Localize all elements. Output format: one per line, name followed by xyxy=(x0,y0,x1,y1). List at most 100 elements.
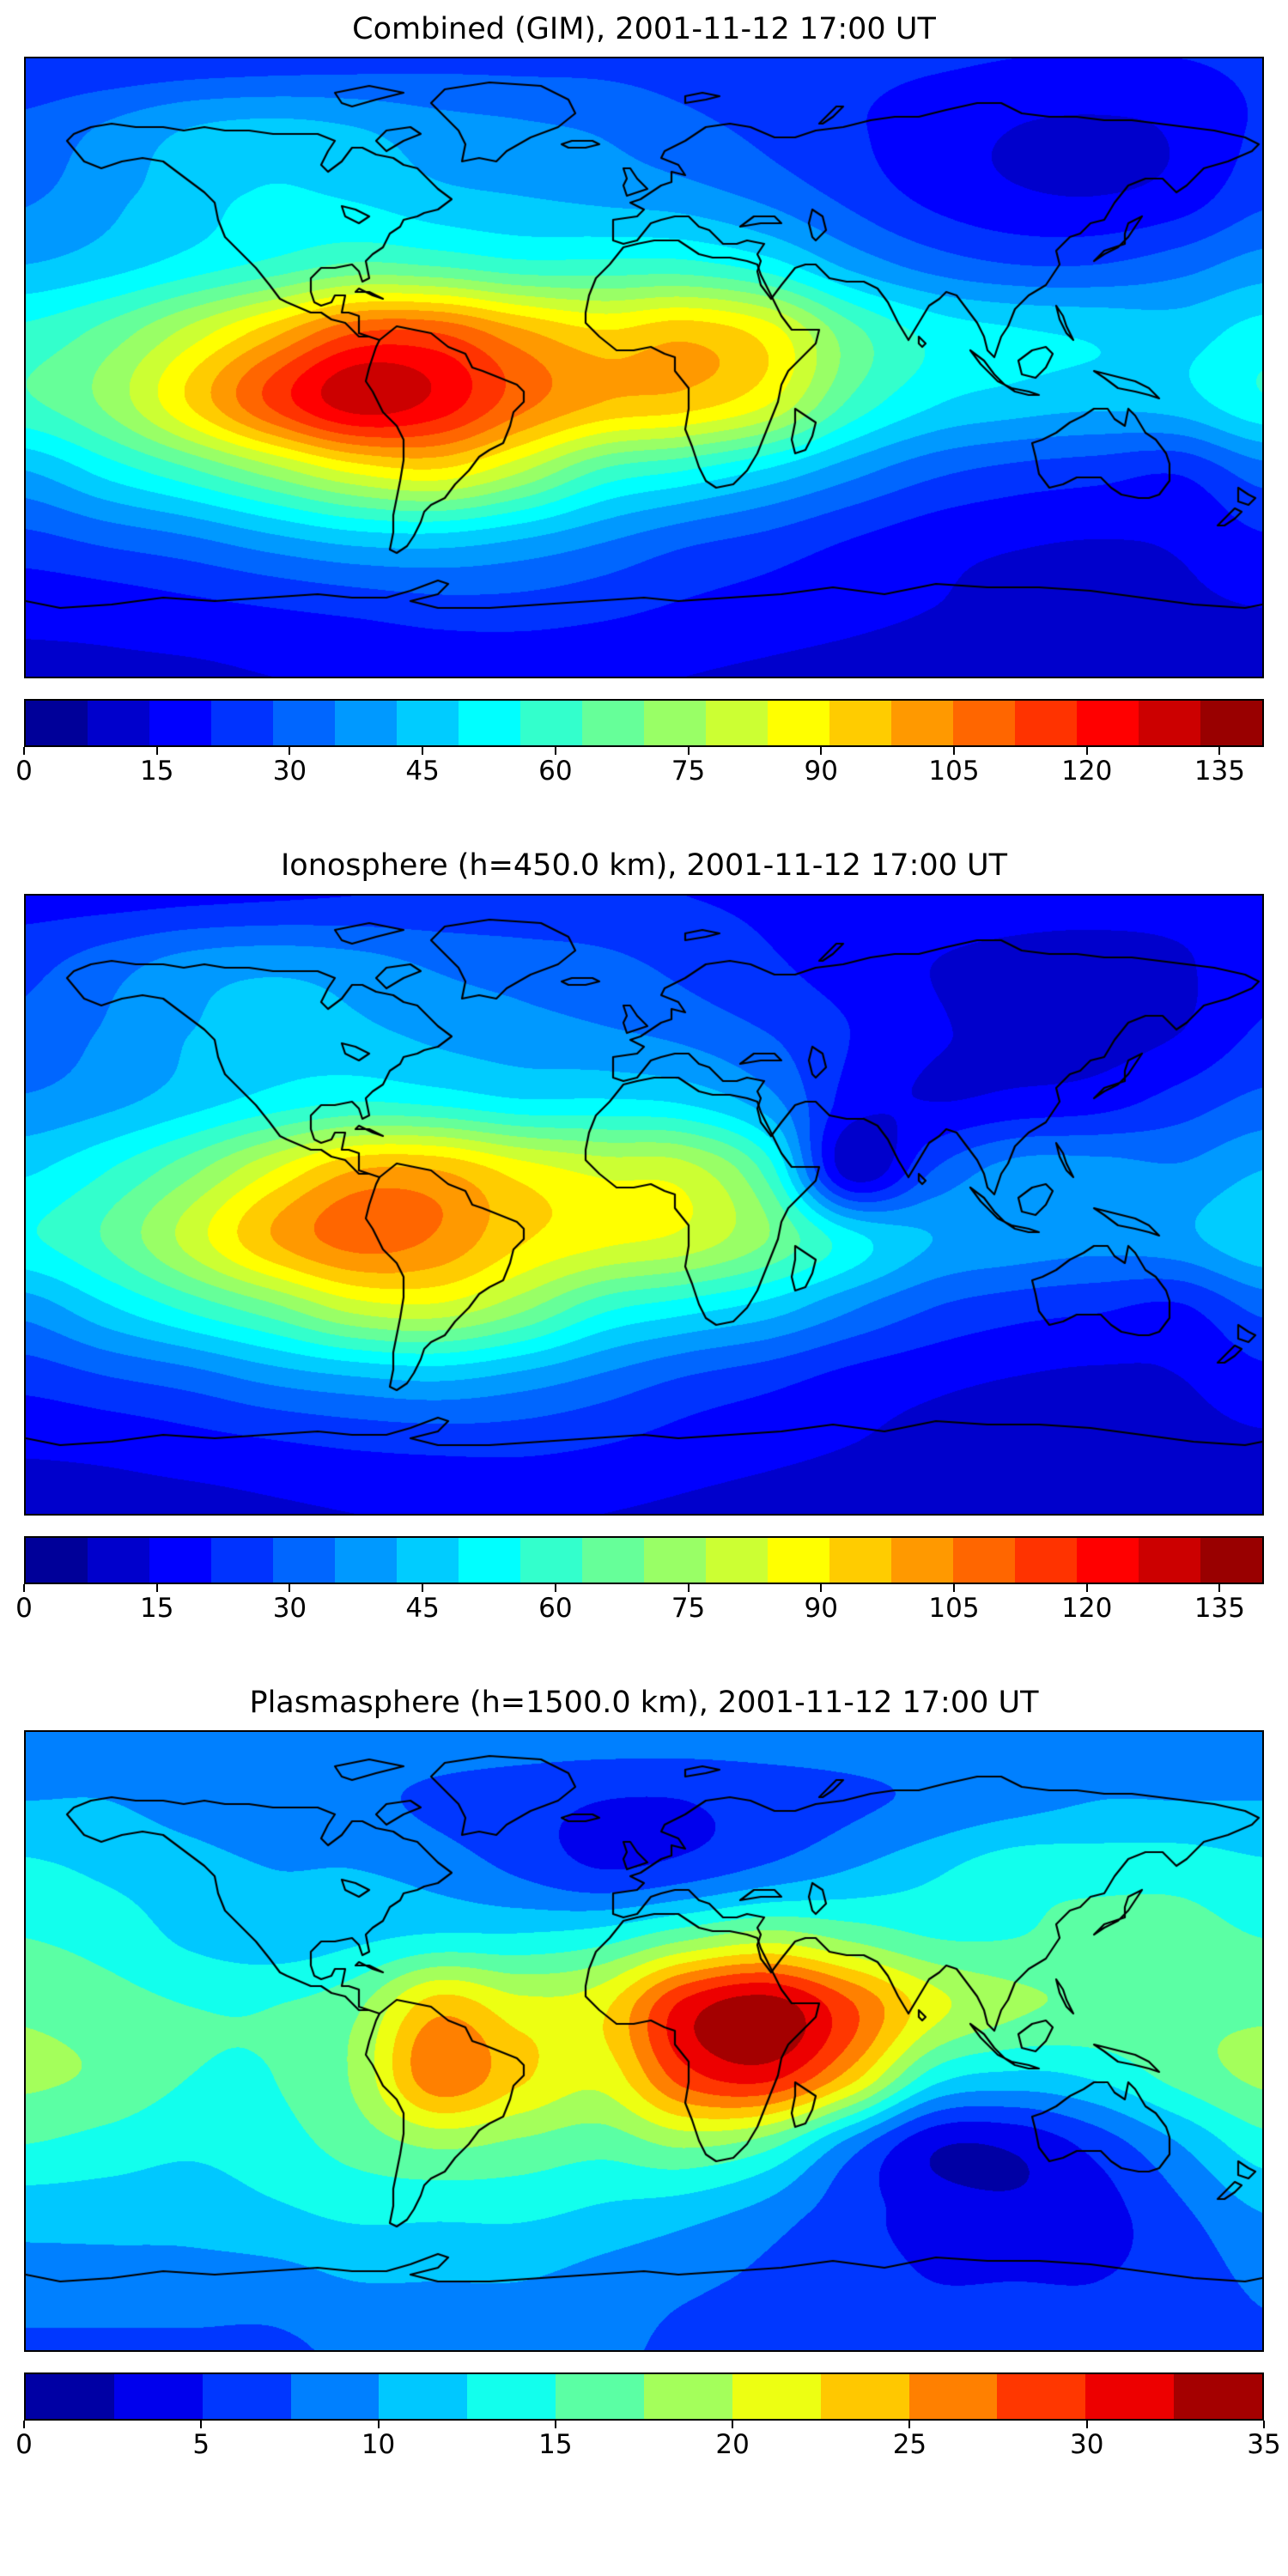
colorbar-band xyxy=(706,701,768,746)
colorbar-band xyxy=(732,2373,821,2419)
colorbar-band xyxy=(953,1537,1015,1583)
colorbar-tick-mark xyxy=(422,747,424,756)
colorbar-tick-mark xyxy=(23,747,25,756)
colorbar-tick-label: 135 xyxy=(1194,1592,1246,1624)
colorbar-tick-mark xyxy=(687,1583,690,1592)
colorbar-band xyxy=(202,2373,291,2419)
colorbar-band xyxy=(1174,2373,1263,2419)
colorbar-tick-label: 20 xyxy=(715,2428,750,2460)
colorbar-tick-label: 105 xyxy=(928,1592,980,1624)
colorbar-tick-mark xyxy=(953,747,955,756)
colorbar-tick-label: 0 xyxy=(15,1592,33,1624)
colorbar-tick-mark xyxy=(732,2420,734,2428)
colorbar-band xyxy=(644,1537,706,1583)
colorbar-tick-mark xyxy=(554,1583,556,1592)
colorbar-tick-label: 75 xyxy=(671,1592,706,1624)
colorbar-band xyxy=(26,1537,88,1583)
colorbar-tick-label: 0 xyxy=(15,2428,33,2460)
colorbar-band xyxy=(290,2373,380,2419)
colorbar-band xyxy=(211,1537,273,1583)
colorbar-band xyxy=(820,2373,909,2419)
colorbar-gradient-ionosphere xyxy=(24,1535,1264,1584)
colorbar-tick-mark xyxy=(554,2420,556,2428)
colorbar-band xyxy=(88,1537,149,1583)
colorbar-band xyxy=(1015,701,1077,746)
colorbar-tick-label: 60 xyxy=(538,1592,573,1624)
colorbar-tick-mark xyxy=(289,1583,291,1592)
colorbar-tick-mark xyxy=(155,1583,158,1592)
colorbar-band xyxy=(273,1537,335,1583)
colorbar-band xyxy=(997,2373,1086,2419)
figure: Combined (GIM), 2001-11-12 17:00 UT 0 15 3… xyxy=(15,12,1281,2469)
colorbar-band xyxy=(1200,701,1262,746)
colorbar-tick-label: 25 xyxy=(892,2428,927,2460)
colorbar-band xyxy=(149,701,211,746)
colorbar-band xyxy=(829,1537,891,1583)
panel-plasmasphere: Plasmasphere (h=1500.0 km), 2001-11-12 1… xyxy=(15,1685,1281,2469)
colorbar-band xyxy=(211,701,273,746)
colorbar-tick-label: 135 xyxy=(1194,756,1246,787)
colorbar-tick-mark xyxy=(820,1583,823,1592)
colorbar-band xyxy=(891,701,953,746)
panel-ionosphere: Ionosphere (h=450.0 km), 2001-11-12 17:0… xyxy=(15,848,1264,1632)
colorbar-band xyxy=(1200,1537,1262,1583)
colorbar-tick-label: 0 xyxy=(15,756,33,787)
colorbar-tick-mark xyxy=(422,1583,424,1592)
panel-title-plasmasphere: Plasmasphere (h=1500.0 km), 2001-11-12 1… xyxy=(249,1685,1039,1720)
colorbar-ticks-ionosphere: 0 15 30 45 60 75 90 105 120 135 xyxy=(15,1583,1264,1632)
colorbar-band xyxy=(1077,1537,1139,1583)
colorbar-tick-mark xyxy=(23,1583,25,1592)
colorbar-tick-mark xyxy=(377,2420,380,2428)
colorbar-tick-label: 5 xyxy=(192,2428,210,2460)
colorbar-tick-mark xyxy=(1085,2420,1088,2428)
colorbar-tick-mark xyxy=(1218,747,1221,756)
colorbar-tick-label: 120 xyxy=(1061,1592,1113,1624)
colorbar-band xyxy=(644,701,706,746)
colorbar-ticks-combined: 0 15 30 45 60 75 90 105 120 135 xyxy=(15,747,1264,795)
colorbar-tick-label: 120 xyxy=(1061,756,1113,787)
colorbar-tick-mark xyxy=(953,1583,955,1592)
colorbar-tick-label: 90 xyxy=(804,756,839,787)
colorbar-tick-mark xyxy=(820,747,823,756)
colorbar-tick-label: 15 xyxy=(139,756,174,787)
colorbar-band xyxy=(335,1537,397,1583)
world-map-canvas-plasmasphere xyxy=(24,1729,1264,2352)
panel-title-ionosphere: Ionosphere (h=450.0 km), 2001-11-12 17:0… xyxy=(280,848,1008,884)
colorbar-band xyxy=(113,2373,203,2419)
colorbar-tick-label: 10 xyxy=(361,2428,396,2460)
colorbar-tick-mark xyxy=(155,747,158,756)
colorbar-band xyxy=(459,701,520,746)
colorbar-tick-label: 75 xyxy=(671,756,706,787)
colorbar-band xyxy=(556,2373,645,2419)
colorbar-tick-mark xyxy=(908,2420,911,2428)
colorbar-band xyxy=(467,2373,556,2419)
colorbar-band xyxy=(582,701,644,746)
colorbar-band xyxy=(768,1537,829,1583)
colorbar-tick-mark xyxy=(1085,1583,1088,1592)
colorbar-gradient-combined xyxy=(24,699,1264,748)
colorbar-band xyxy=(908,2373,998,2419)
colorbar-tick-label: 15 xyxy=(538,2428,573,2460)
colorbar-band xyxy=(1085,2373,1175,2419)
colorbar-band xyxy=(1139,701,1200,746)
colorbar-tick-label: 30 xyxy=(272,1592,307,1624)
colorbar-ticks-plasmasphere: 0 5 10 15 20 25 30 35 xyxy=(15,2420,1281,2469)
colorbar-combined: 0 15 30 45 60 75 90 105 120 135 xyxy=(15,699,1264,795)
colorbar-tick-label: 45 xyxy=(405,1592,440,1624)
colorbar-band xyxy=(644,2373,732,2419)
world-map-canvas-ionosphere xyxy=(24,893,1264,1516)
colorbar-band xyxy=(706,1537,768,1583)
colorbar-tick-label: 105 xyxy=(928,756,980,787)
colorbar-tick-mark xyxy=(1218,1583,1221,1592)
colorbar-band xyxy=(582,1537,644,1583)
colorbar-band xyxy=(953,701,1015,746)
colorbar-band xyxy=(459,1537,520,1583)
colorbar-band xyxy=(1015,1537,1077,1583)
colorbar-band xyxy=(149,1537,211,1583)
colorbar-band xyxy=(768,701,829,746)
colorbar-band xyxy=(397,1537,459,1583)
colorbar-band xyxy=(26,701,88,746)
colorbar-tick-label: 45 xyxy=(405,756,440,787)
world-map-canvas-combined xyxy=(24,57,1264,679)
colorbar-tick-mark xyxy=(23,2420,25,2428)
